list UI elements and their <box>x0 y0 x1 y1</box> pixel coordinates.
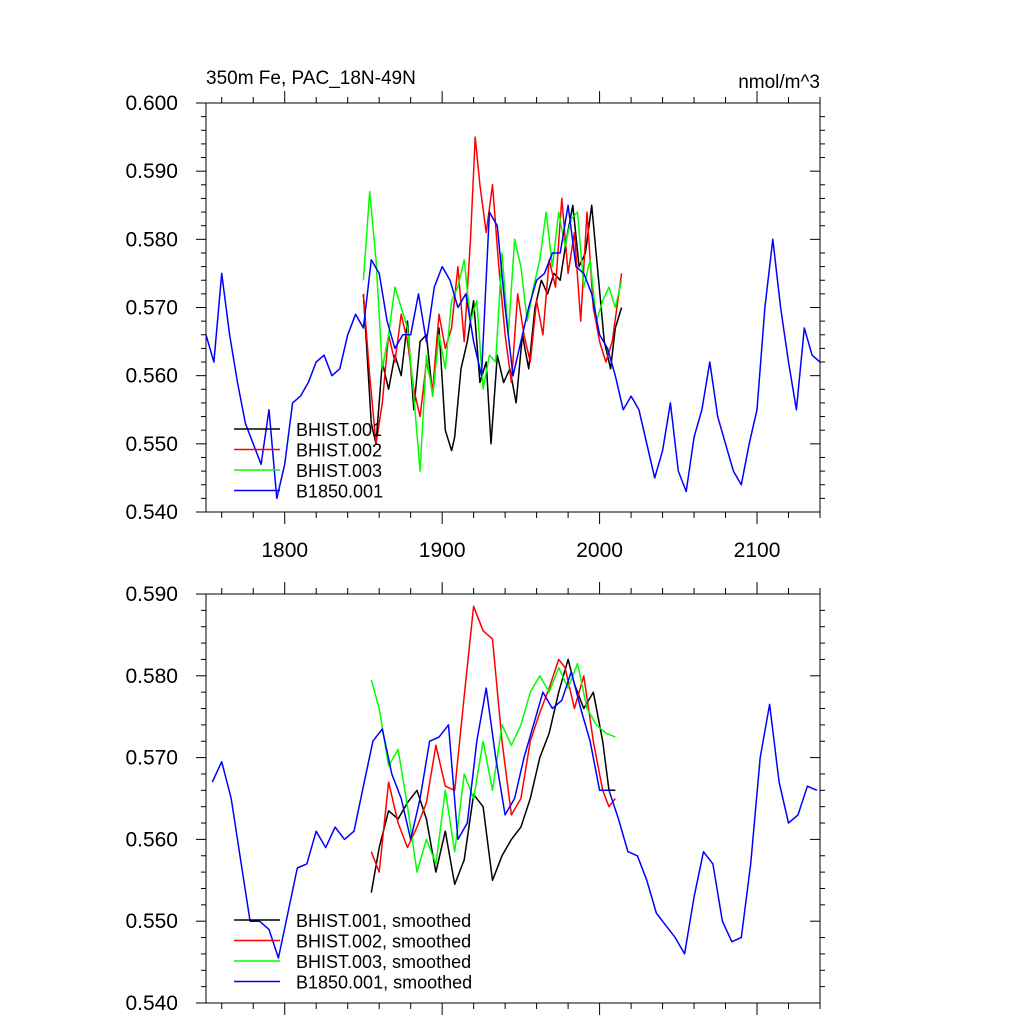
y-tick-label: 0.580 <box>125 665 178 688</box>
legend-label: B1850.001 <box>296 482 383 502</box>
legend-label: BHIST.003 <box>296 461 382 481</box>
y-tick-label: 0.550 <box>125 910 178 933</box>
y-tick-label: 0.560 <box>125 365 178 388</box>
x-tick-label: 1900 <box>419 539 466 562</box>
y-tick-label: 0.590 <box>125 583 178 606</box>
y-tick-label: 0.550 <box>125 433 178 456</box>
y-tick-label: 0.600 <box>125 92 178 115</box>
y-tick-label: 0.590 <box>125 160 178 183</box>
y-tick-label: 0.570 <box>125 297 178 320</box>
series-line <box>362 204 623 452</box>
series-line <box>362 136 623 445</box>
y-tick-label: 0.580 <box>125 228 178 251</box>
series-line <box>370 662 616 873</box>
series-line <box>206 204 820 500</box>
plot-frame <box>205 593 821 1004</box>
y-tick-label: 0.540 <box>125 501 178 524</box>
legend-label: BHIST.002 <box>296 441 382 461</box>
bottom-panel: 0.540 0.550 0.560 0.570 0.580 0.590 BHIST.001,… <box>125 582 825 1015</box>
y-tick-label: 0.560 <box>125 828 178 851</box>
top-panel: 350m Fe, PAC_18N-49N nmol/m^3 0.540 0.550… <box>125 68 825 562</box>
x-tick-label: 2000 <box>576 539 623 562</box>
series-line <box>211 670 818 959</box>
x-tick-label: 2100 <box>734 539 781 562</box>
top-panel-units: nmol/m^3 <box>738 72 820 93</box>
series-line <box>362 190 623 472</box>
y-tick-label: 0.540 <box>125 992 178 1015</box>
y-tick-label: 0.570 <box>125 747 178 770</box>
series-line <box>370 658 616 893</box>
legend-label: BHIST.001, smoothed <box>296 911 471 931</box>
legend-label: BHIST.003, smoothed <box>296 952 471 972</box>
legend-label: BHIST.002, smoothed <box>296 932 471 952</box>
top-panel-title: 350m Fe, PAC_18N-49N <box>206 68 416 89</box>
legend-label: B1850.001, smoothed <box>296 973 472 993</box>
x-tick-label: 1800 <box>261 539 308 562</box>
legend-label: BHIST.001 <box>296 420 382 440</box>
